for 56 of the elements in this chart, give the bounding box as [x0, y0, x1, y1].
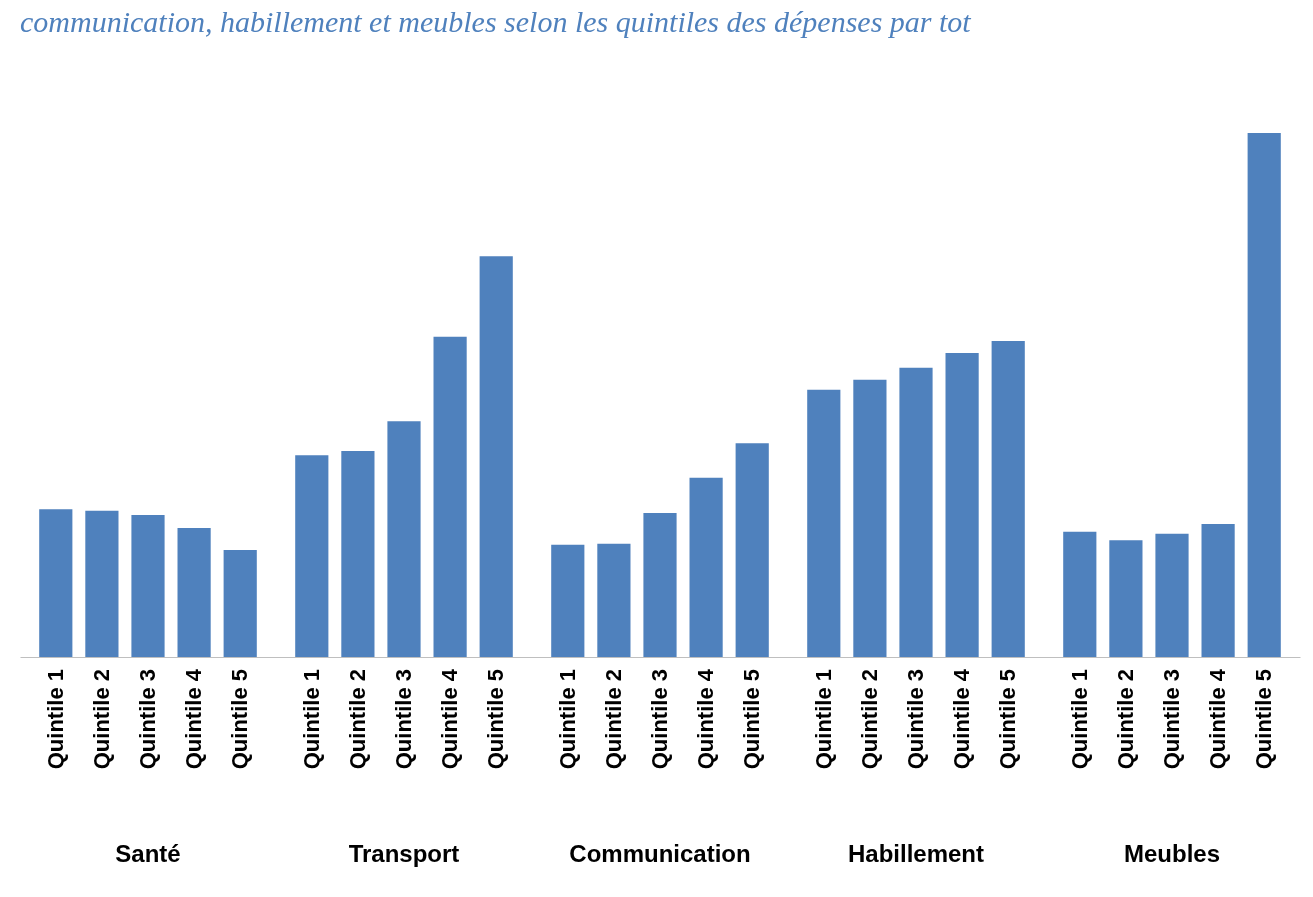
- bar: [807, 389, 841, 657]
- bar: [223, 550, 257, 657]
- x-tick-label: Meubles: [1123, 839, 1221, 867]
- bar: [991, 341, 1025, 657]
- text: Quintile 3: [391, 669, 416, 770]
- x-tick-label: Santé: [115, 839, 181, 867]
- bar: [1155, 533, 1189, 657]
- text: Quintile 3: [135, 669, 160, 770]
- text: Quintile 4: [693, 669, 719, 770]
- bar: [643, 512, 677, 657]
- text: Quintile 2: [1112, 669, 1138, 770]
- text: Quintile 5: [1251, 669, 1277, 770]
- text: Quintile 5: [227, 669, 253, 770]
- bar: [39, 509, 73, 657]
- text: Quintile 2: [856, 669, 882, 770]
- bar: [551, 544, 585, 657]
- text: Quintile 5: [995, 669, 1021, 770]
- text: Quintile 1: [298, 669, 324, 770]
- bar: [899, 367, 933, 657]
- text: Quintile 3: [903, 669, 928, 770]
- bar: [131, 515, 165, 657]
- bar: [1109, 540, 1143, 657]
- bar: [735, 443, 769, 657]
- text: Quintile 2: [88, 669, 114, 770]
- bar: [1247, 133, 1281, 657]
- x-tick-label: Habillement: [847, 839, 985, 867]
- x-tick-label: Communication: [569, 839, 751, 867]
- text: Quintile 1: [1066, 669, 1092, 770]
- bar: [341, 451, 375, 657]
- bar: [1201, 523, 1235, 657]
- bar: [85, 510, 119, 657]
- text: Quintile 1: [554, 669, 580, 770]
- text: Quintile 5: [739, 669, 765, 770]
- text: Quintile 4: [437, 669, 463, 770]
- text: Quintile 2: [344, 669, 370, 770]
- chart-title: communication, habillement et meubles selon les quintiles des dépenses par tot: [20, 5, 972, 38]
- text: Quintile 1: [42, 669, 68, 770]
- text: Quintile 3: [647, 669, 672, 770]
- text: Quintile 4: [181, 668, 207, 770]
- text: Quintile 2: [600, 669, 626, 770]
- text: Quintile 4: [949, 669, 975, 770]
- x-tick-label: Transport: [348, 839, 460, 867]
- bar: [387, 421, 421, 657]
- bar: [479, 256, 513, 657]
- text: Quintile 1: [810, 669, 836, 770]
- bar: [1063, 531, 1097, 657]
- bar: [177, 528, 211, 657]
- bar: [433, 336, 467, 657]
- text: Quintile 4: [1205, 669, 1231, 770]
- bar: [295, 455, 329, 657]
- bar: [689, 477, 723, 657]
- bar: [945, 353, 979, 657]
- text: Quintile 5: [483, 669, 509, 770]
- text: Quintile 3: [1159, 669, 1184, 770]
- bar: [597, 543, 631, 657]
- bar: [853, 379, 887, 657]
